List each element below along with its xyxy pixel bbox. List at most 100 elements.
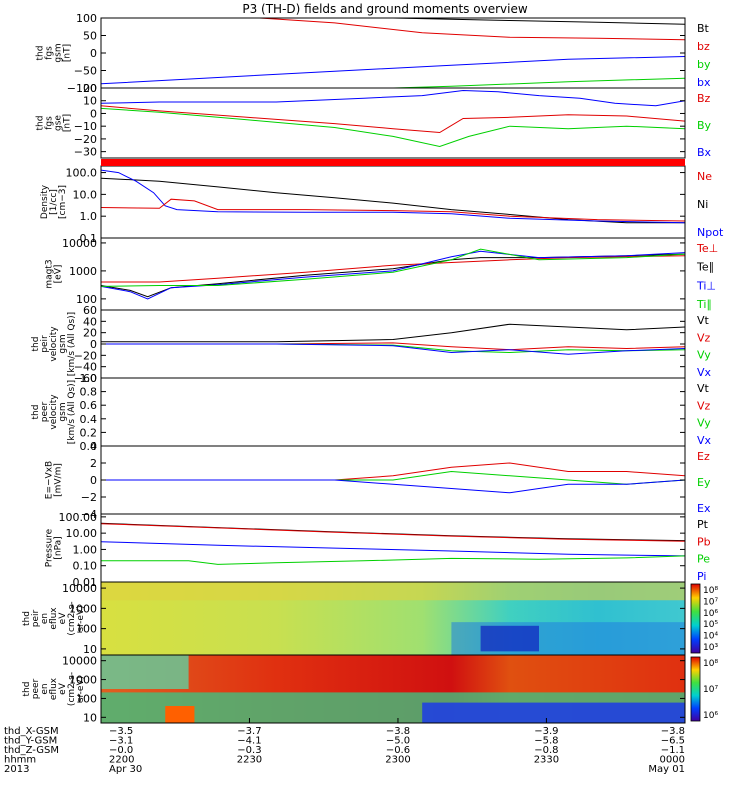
y-tick-label: 4	[90, 440, 97, 453]
y-axis-label: [km/s (All Qs)]	[67, 312, 77, 376]
y-tick-label: 0	[90, 107, 97, 120]
panel-frame	[100, 513, 686, 583]
legend-label: Ne	[697, 170, 712, 183]
y-axis-label: fgs	[45, 46, 55, 60]
y-axis-label: Density	[40, 184, 50, 219]
series-line	[101, 105, 685, 134]
y-axis-label: [nT]	[63, 114, 73, 132]
colorbar-label: 10⁵	[703, 620, 718, 630]
panel-peer-velocity: 1.00.80.60.40.20.0 thd peer velocity gsm [km/…	[31, 372, 712, 453]
y-tick-label: −2	[81, 491, 97, 504]
y-tick-label: −30	[74, 146, 97, 159]
y-tick-label: 10000	[62, 655, 97, 668]
y-tick-label: 10.0	[73, 188, 98, 201]
panel-efield: 4 2 0 −2 −4 E=−VxB [mV/m] Ez Ey Ex	[45, 440, 711, 521]
y-tick-label: 100	[76, 692, 97, 705]
series-line	[101, 323, 685, 343]
series-line	[101, 198, 685, 222]
y-tick-label: 1.0	[80, 210, 98, 223]
x-tick-label: −5.0	[386, 736, 410, 747]
y-axis-label: peir	[40, 335, 50, 353]
y-axis-label: (cm2-s-	[67, 672, 77, 706]
colorbar	[690, 583, 701, 654]
legend-label: by	[697, 58, 711, 71]
x-tick-label: −3.1	[109, 736, 133, 747]
y-tick-label: 2	[90, 457, 97, 470]
y-axis-label: eV	[58, 612, 68, 625]
series-line	[101, 479, 685, 494]
y-tick-label: 10.00	[66, 527, 98, 540]
x-row-name: hhmm	[4, 755, 36, 766]
y-axis-label: gsm	[54, 43, 64, 62]
y-axis-label: gsm	[58, 402, 68, 421]
legend-label: Pb	[697, 535, 711, 548]
colorbar	[690, 656, 701, 722]
y-tick-label: 0.2	[80, 426, 98, 439]
y-tick-label: 0	[90, 338, 97, 351]
x-tick-label: −5.8	[534, 736, 558, 747]
legend-label: Vt	[697, 314, 710, 327]
y-axis-label: fgs	[45, 116, 55, 130]
legend-label: Ez	[697, 450, 710, 463]
y-tick-label: 100.0	[66, 167, 98, 180]
x-tick-label: 2300	[385, 755, 410, 766]
x-tick-label: −3.5	[109, 726, 133, 737]
legend-label: Vy	[697, 417, 711, 430]
series-line	[101, 462, 685, 481]
x-tick-label: −6.5	[661, 736, 685, 747]
y-tick-label: 20	[83, 327, 97, 340]
x-tick-label: −3.9	[534, 726, 558, 737]
legend-label: Ni	[697, 198, 708, 211]
legend-label: Te⊥	[696, 242, 718, 255]
y-axis-label: [km/s (All Qs)]	[67, 380, 77, 444]
y-axis-label: Pressure	[45, 528, 55, 567]
series-line	[101, 250, 685, 300]
series-line	[379, 18, 685, 25]
y-tick-label: 1000	[69, 265, 97, 278]
colorbar-label: 10⁸	[703, 659, 718, 669]
colorbar-label: 10⁶	[703, 711, 718, 721]
y-tick-label: 40	[83, 315, 97, 328]
legend-label: Pi	[697, 570, 706, 583]
y-axis-label: eV	[58, 682, 68, 695]
series-line	[101, 541, 685, 557]
x-tick-label: 2330	[534, 755, 559, 766]
y-tick-label: −40	[74, 361, 97, 374]
x-tick-label: −0.0	[109, 745, 133, 756]
y-tick-label: 100	[76, 293, 97, 306]
y-tick-label: 0.4	[80, 413, 98, 426]
legend-label: Vz	[697, 399, 711, 412]
legend-label: By	[697, 119, 712, 132]
y-axis-label: peer	[40, 401, 50, 422]
y-axis-label: [mV/m]	[54, 463, 64, 497]
y-axis-label: E=−VxB	[45, 461, 55, 499]
y-tick-label: 0	[90, 47, 97, 60]
legend-label: Ey	[697, 476, 711, 489]
y-axis-label: [nT]	[63, 44, 73, 62]
legend-label: Pe	[697, 553, 710, 566]
x-tick-label: −3.8	[386, 726, 410, 737]
series-line	[101, 56, 685, 85]
y-tick-label: 0.1	[80, 232, 98, 245]
y-tick-label: 10000	[62, 237, 97, 250]
legend-label: Bx	[697, 146, 712, 159]
x-axis-labels: thd_X-GSM −3.5 −3.7 −3.8 −3.9 −3.8 thd_Y-GSM −3…	[4, 718, 686, 775]
series-line	[377, 77, 685, 88]
y-axis-label: magt3	[45, 259, 55, 288]
y-axis-label: peir	[31, 609, 41, 627]
y-axis-label: (cm2-s-	[67, 601, 77, 635]
y-tick-label: 60	[83, 304, 97, 317]
legend-label: Vx	[697, 366, 712, 379]
y-tick-label: 0	[90, 474, 97, 487]
legend-label: bx	[697, 76, 711, 89]
y-axis-label: velocity	[49, 394, 59, 430]
legend-label: Vx	[697, 434, 712, 447]
x-tick-label: −1.1	[661, 745, 685, 756]
y-axis-label: [nPa]	[54, 536, 64, 559]
y-axis-label: en	[40, 683, 50, 694]
series-line	[101, 169, 685, 224]
